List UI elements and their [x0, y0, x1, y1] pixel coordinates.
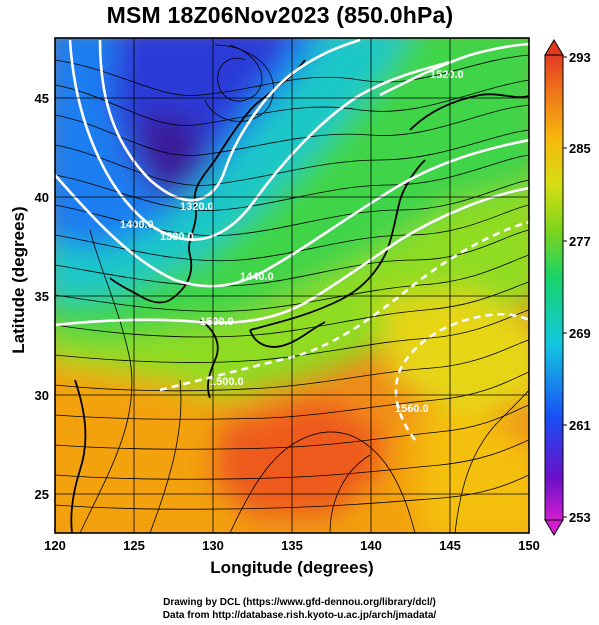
colorbar-tick-label: 285: [569, 141, 591, 156]
credit-drawing: Drawing by DCL (https://www.gfd-dennou.o…: [163, 597, 436, 608]
colorbar-top-arrow: [544, 39, 564, 56]
y-tick-label: 35: [35, 289, 49, 304]
y-tick-label: 25: [35, 487, 49, 502]
contour-label: 1320.0: [180, 201, 214, 213]
y-axis-ticks: 25 30 35 40 45: [35, 91, 49, 502]
x-tick-label: 120: [44, 538, 66, 553]
y-tick-label: 30: [35, 388, 49, 403]
wind-streamlines: [55, 44, 529, 533]
height-contours: [55, 38, 529, 441]
coastlines: [70, 59, 529, 533]
y-tick-label: 40: [35, 190, 49, 205]
contour-label: 1500.0: [210, 376, 244, 388]
x-tick-label: 125: [123, 538, 145, 553]
x-tick-label: 145: [439, 538, 461, 553]
contour-label: 1520.0: [430, 69, 464, 81]
colorbar-tick-label: 277: [569, 234, 591, 249]
contour-label: 1560.0: [395, 403, 429, 415]
x-axis-ticks: 120 125 130 135 140 145 150: [44, 538, 540, 553]
plot-frame: [54, 37, 530, 534]
colorbar-tick-label: 269: [569, 326, 591, 341]
x-tick-label: 140: [360, 538, 382, 553]
contour-label: 1380.0: [160, 231, 194, 243]
x-tick-label: 130: [202, 538, 224, 553]
contour-label: 1440.0: [240, 271, 274, 283]
x-axis-label: Longitude (degrees): [210, 558, 374, 577]
credit-data-source: Data from http://database.rish.kyoto-u.a…: [162, 610, 437, 621]
map-title: MSM 18Z06Nov2023 (850.0hPa): [106, 2, 454, 28]
x-tick-label: 150: [518, 538, 540, 553]
y-tick-label: 45: [35, 91, 49, 106]
x-tick-label: 135: [281, 538, 303, 553]
colorbar-gradient: [544, 54, 564, 521]
graticule: [55, 38, 529, 533]
colorbar-bottom-arrow: [544, 519, 564, 536]
contour-label: 1500.0: [200, 316, 234, 328]
contour-labels: 1320.0 1380.0 1400.0 1440.0 1500.0 1500.…: [120, 69, 464, 415]
colorbar-tick-label: 293: [569, 50, 591, 65]
contour-label: 1400.0: [120, 219, 154, 231]
colorbar-tick-label: 253: [569, 510, 591, 525]
colorbar: 293 285 277 269 261 253: [544, 39, 591, 536]
colorbar-tick-label: 261: [569, 418, 591, 433]
